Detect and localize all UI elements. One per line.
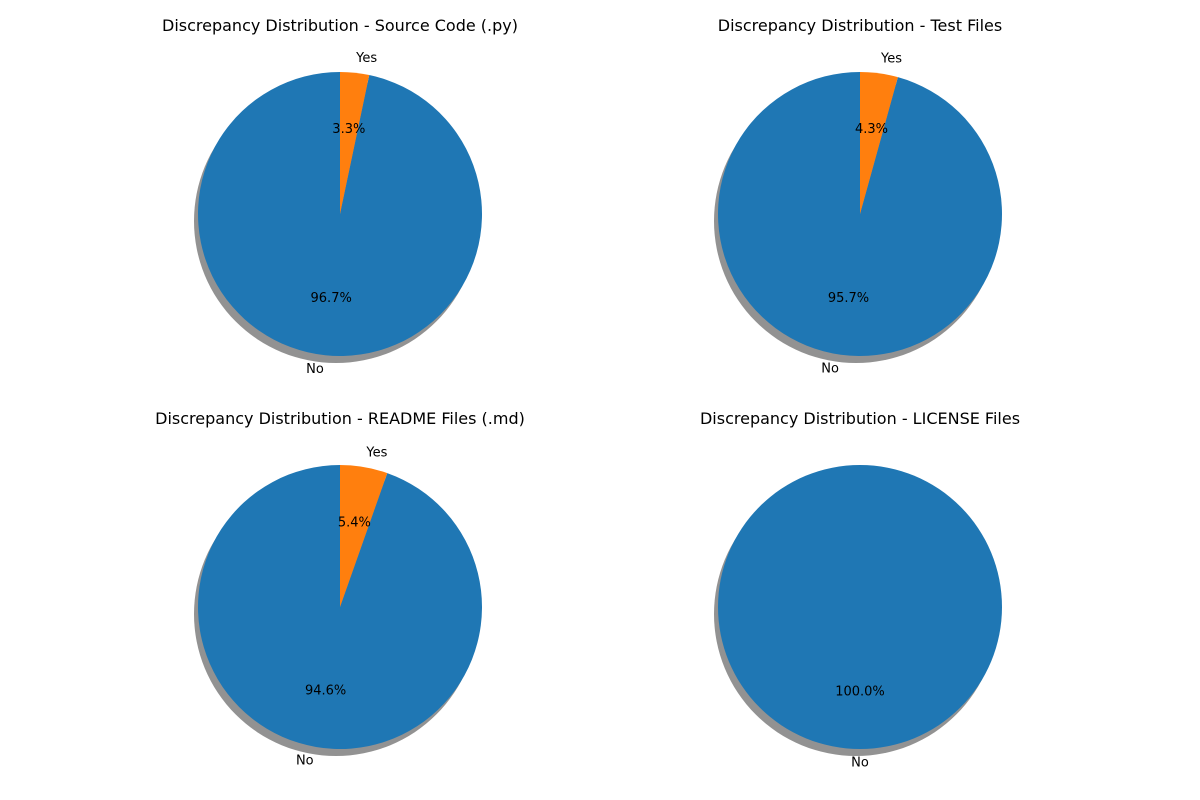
pie-readme-files: No 94.6% Yes 5.4% — [194, 446, 482, 768]
pct-label-no: 95.7% — [828, 291, 869, 306]
pie-slice-no — [718, 465, 1002, 749]
pct-label-yes: 4.3% — [855, 122, 888, 137]
chart-title-source-code: Discrepancy Distribution - Source Code (… — [162, 16, 518, 35]
pct-label-yes: 5.4% — [338, 516, 371, 531]
pie-panel-source-code: Discrepancy Distribution - Source Code (… — [162, 16, 518, 377]
slice-label-no: No — [306, 362, 324, 377]
pie-panel-license-files: Discrepancy Distribution - LICENSE Files… — [700, 409, 1020, 771]
chart-title-license-files: Discrepancy Distribution - LICENSE Files — [700, 409, 1020, 428]
pie-test-files: No 95.7% Yes 4.3% — [714, 52, 1002, 376]
pie-panel-test-files: Discrepancy Distribution - Test Files No… — [714, 16, 1002, 376]
pie-panel-readme-files: Discrepancy Distribution - README Files … — [155, 409, 525, 768]
pie-source-code: No 96.7% Yes 3.3% — [194, 51, 482, 377]
pie-slice-yes — [860, 72, 898, 214]
pct-label-no: 100.0% — [835, 685, 885, 700]
pct-label-no: 96.7% — [311, 291, 352, 306]
chart-title-readme-files: Discrepancy Distribution - README Files … — [155, 409, 525, 428]
pie-slice-yes — [340, 465, 388, 607]
pie-slice-yes — [340, 72, 370, 214]
slice-label-no: No — [296, 753, 314, 768]
chart-title-test-files: Discrepancy Distribution - Test Files — [718, 16, 1002, 35]
pct-label-yes: 3.3% — [332, 122, 365, 137]
slice-label-yes: Yes — [355, 51, 377, 66]
pie-slice-no — [717, 72, 1002, 356]
pie-license-files: No 100.0% — [714, 465, 1002, 771]
slice-label-no: No — [821, 361, 839, 376]
pie-slice-no — [197, 72, 482, 356]
slice-label-no: No — [851, 756, 869, 771]
slice-label-yes: Yes — [365, 446, 387, 461]
pct-label-no: 94.6% — [305, 683, 346, 698]
slice-label-yes: Yes — [880, 52, 902, 67]
